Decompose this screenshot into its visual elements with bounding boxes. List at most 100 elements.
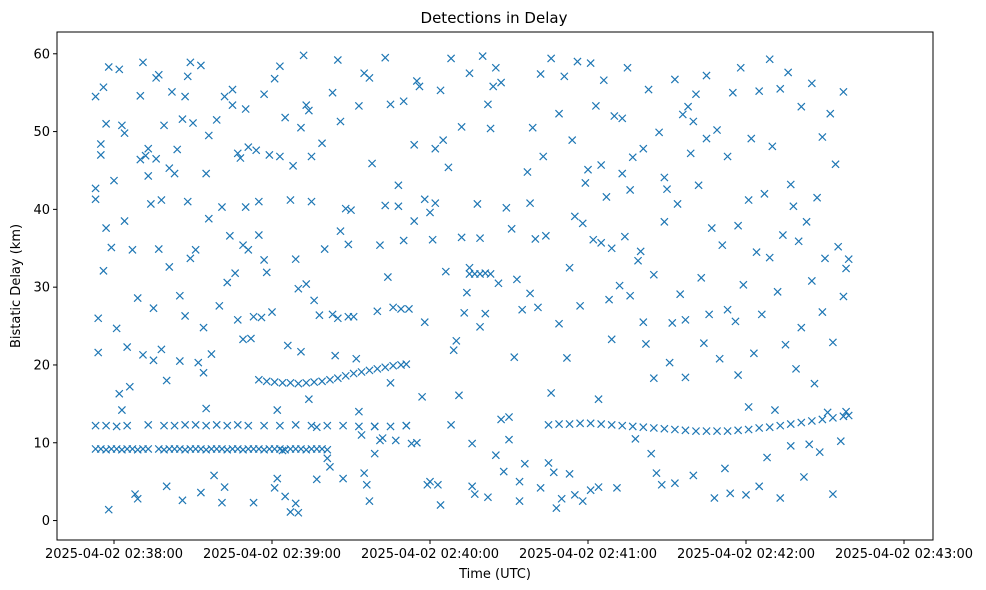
point-227 <box>262 268 271 277</box>
point-224 <box>257 313 266 322</box>
point-track-12km-late-117 <box>797 418 806 427</box>
point-448 <box>689 117 698 126</box>
point-track-18-20km-79 <box>341 371 350 380</box>
point-160 <box>149 304 158 313</box>
y-tick-label-0: 0 <box>42 514 50 529</box>
point-track-12km-58 <box>260 421 269 430</box>
x-tick-label-2: 2025-04-02 02:40:00 <box>361 547 499 562</box>
point-258 <box>312 423 321 432</box>
point-317 <box>425 477 435 486</box>
point-306 <box>404 304 413 313</box>
point-285 <box>365 73 374 82</box>
point-267 <box>333 55 342 65</box>
point-264 <box>328 88 337 97</box>
point-518 <box>839 87 848 96</box>
point-242 <box>289 161 298 170</box>
point-238 <box>281 113 290 122</box>
point-310 <box>412 76 421 86</box>
point-139 <box>115 65 124 74</box>
point-416 <box>620 232 629 241</box>
point-509 <box>818 132 827 142</box>
point-track-18-20km-85 <box>389 361 398 370</box>
point-228 <box>265 150 274 159</box>
point-395 <box>578 497 587 506</box>
point-458 <box>710 493 719 503</box>
point-track-12km-53 <box>202 421 211 430</box>
point-173 <box>170 169 179 178</box>
y-axis-label: Bistatic Delay (km) <box>9 224 24 348</box>
point-279 <box>354 407 363 416</box>
point-229 <box>267 308 277 317</box>
point-294 <box>381 201 390 210</box>
point-track-12km-48 <box>144 420 153 429</box>
point-366 <box>520 459 529 468</box>
point-407 <box>602 192 611 201</box>
point-326 <box>441 267 450 276</box>
point-473 <box>744 196 753 205</box>
point-446 <box>684 102 693 111</box>
x-tick-label-4: 2025-04-02 02:42:00 <box>677 547 815 562</box>
point-track-12km-61 <box>307 421 316 430</box>
point-234 <box>275 62 284 71</box>
point-332 <box>454 391 463 400</box>
y-tick-label-2: 20 <box>33 358 50 373</box>
point-141 <box>117 121 126 130</box>
point-track-18-20km-75 <box>310 378 319 387</box>
point-522 <box>844 255 853 264</box>
point-358 <box>504 435 514 444</box>
point-270 <box>336 117 345 126</box>
y-tick-label-3: 30 <box>33 281 50 296</box>
point-362 <box>512 275 521 284</box>
point-300 <box>394 181 403 190</box>
point-349 <box>486 124 495 133</box>
point-217 <box>244 143 253 152</box>
point-405 <box>597 238 606 247</box>
point-257 <box>312 475 321 484</box>
point-169 <box>162 482 171 491</box>
point-513 <box>828 338 837 347</box>
point-277 <box>352 354 361 363</box>
point-126 <box>94 348 103 357</box>
point-142 <box>117 406 126 415</box>
point-517 <box>836 437 845 446</box>
point-371 <box>531 234 540 243</box>
point-183 <box>186 58 195 67</box>
point-track-12km-late-97 <box>586 419 595 428</box>
point-296 <box>386 378 395 387</box>
point-456 <box>705 310 714 319</box>
point-463 <box>723 152 732 161</box>
point-397 <box>583 165 593 174</box>
point-168 <box>162 376 171 385</box>
point-123 <box>91 92 100 101</box>
point-452 <box>697 273 706 282</box>
point-318 <box>425 208 435 217</box>
point-374 <box>536 483 545 492</box>
point-269 <box>336 227 345 236</box>
point-288 <box>370 422 379 431</box>
point-414 <box>618 114 627 123</box>
point-148 <box>131 490 140 499</box>
point-232 <box>273 474 282 483</box>
point-track-12km-55 <box>223 421 232 430</box>
point-385 <box>560 72 569 81</box>
point-track-12km-late-101 <box>628 422 637 431</box>
point-138 <box>112 324 121 333</box>
point-track-12km-47 <box>123 421 132 430</box>
point-194 <box>204 214 213 223</box>
point-track-12km-late-100 <box>618 421 627 430</box>
point-284 <box>365 497 374 506</box>
point-track-18-20km-76 <box>318 377 327 386</box>
point-track-12km-late-96 <box>576 419 585 428</box>
point-292 <box>378 434 387 443</box>
point-352 <box>491 63 500 72</box>
point-191 <box>199 368 208 377</box>
point-271 <box>339 474 348 483</box>
point-179 <box>181 92 190 101</box>
point-track-12km-63 <box>339 421 348 430</box>
point-507 <box>815 448 824 457</box>
point-375 <box>539 152 548 161</box>
point-185 <box>188 118 198 128</box>
point-195 <box>204 131 213 140</box>
point-266 <box>331 351 340 360</box>
point-207 <box>228 101 237 110</box>
